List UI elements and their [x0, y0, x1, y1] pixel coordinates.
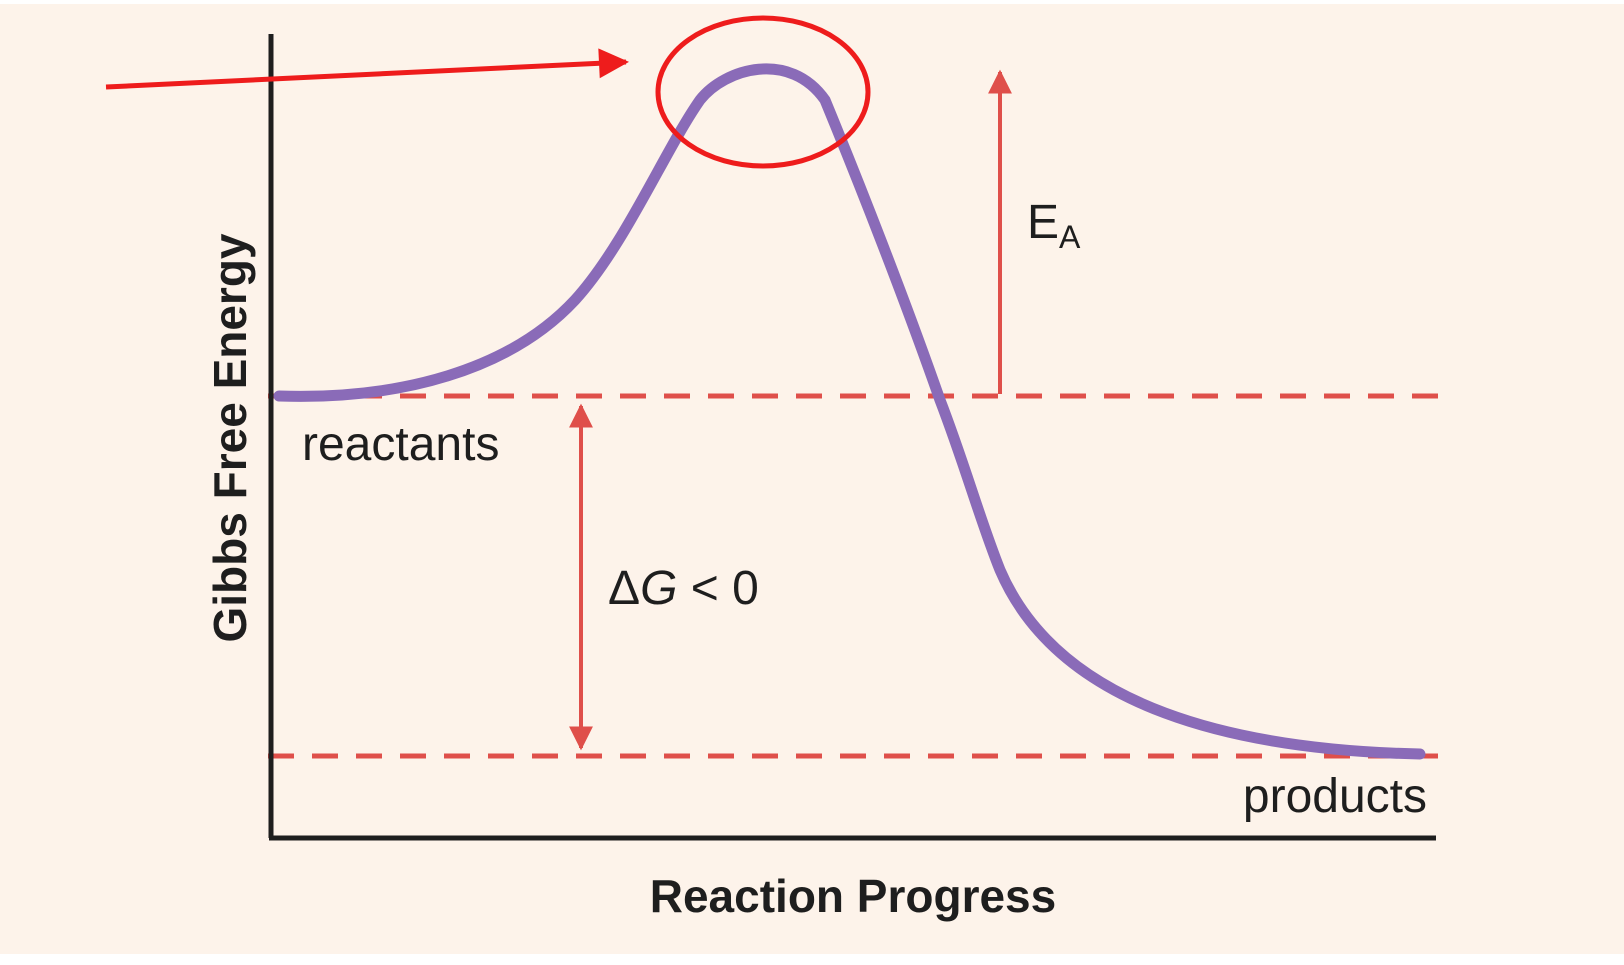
- reaction-energy-curve: [273, 63, 1426, 760]
- x-axis-title: Reaction Progress: [650, 870, 1056, 922]
- delta-symbol: Δ: [608, 562, 640, 615]
- activation-energy-label: EA: [1027, 196, 1081, 255]
- transition-state-highlight-circle: [655, 15, 871, 169]
- reactants-label: reactants: [302, 418, 499, 471]
- delta-g-variable: G: [640, 562, 677, 615]
- delta-g-relation: < 0: [677, 562, 758, 615]
- activation-energy-subscript: A: [1059, 219, 1081, 255]
- activation-energy-main: E: [1027, 196, 1059, 249]
- products-label: products: [1243, 770, 1427, 823]
- y-axis-title: Gibbs Free Energy: [204, 233, 256, 642]
- annotation-arrow: [105, 48, 629, 90]
- delta-g-label: ΔG < 0: [608, 562, 759, 615]
